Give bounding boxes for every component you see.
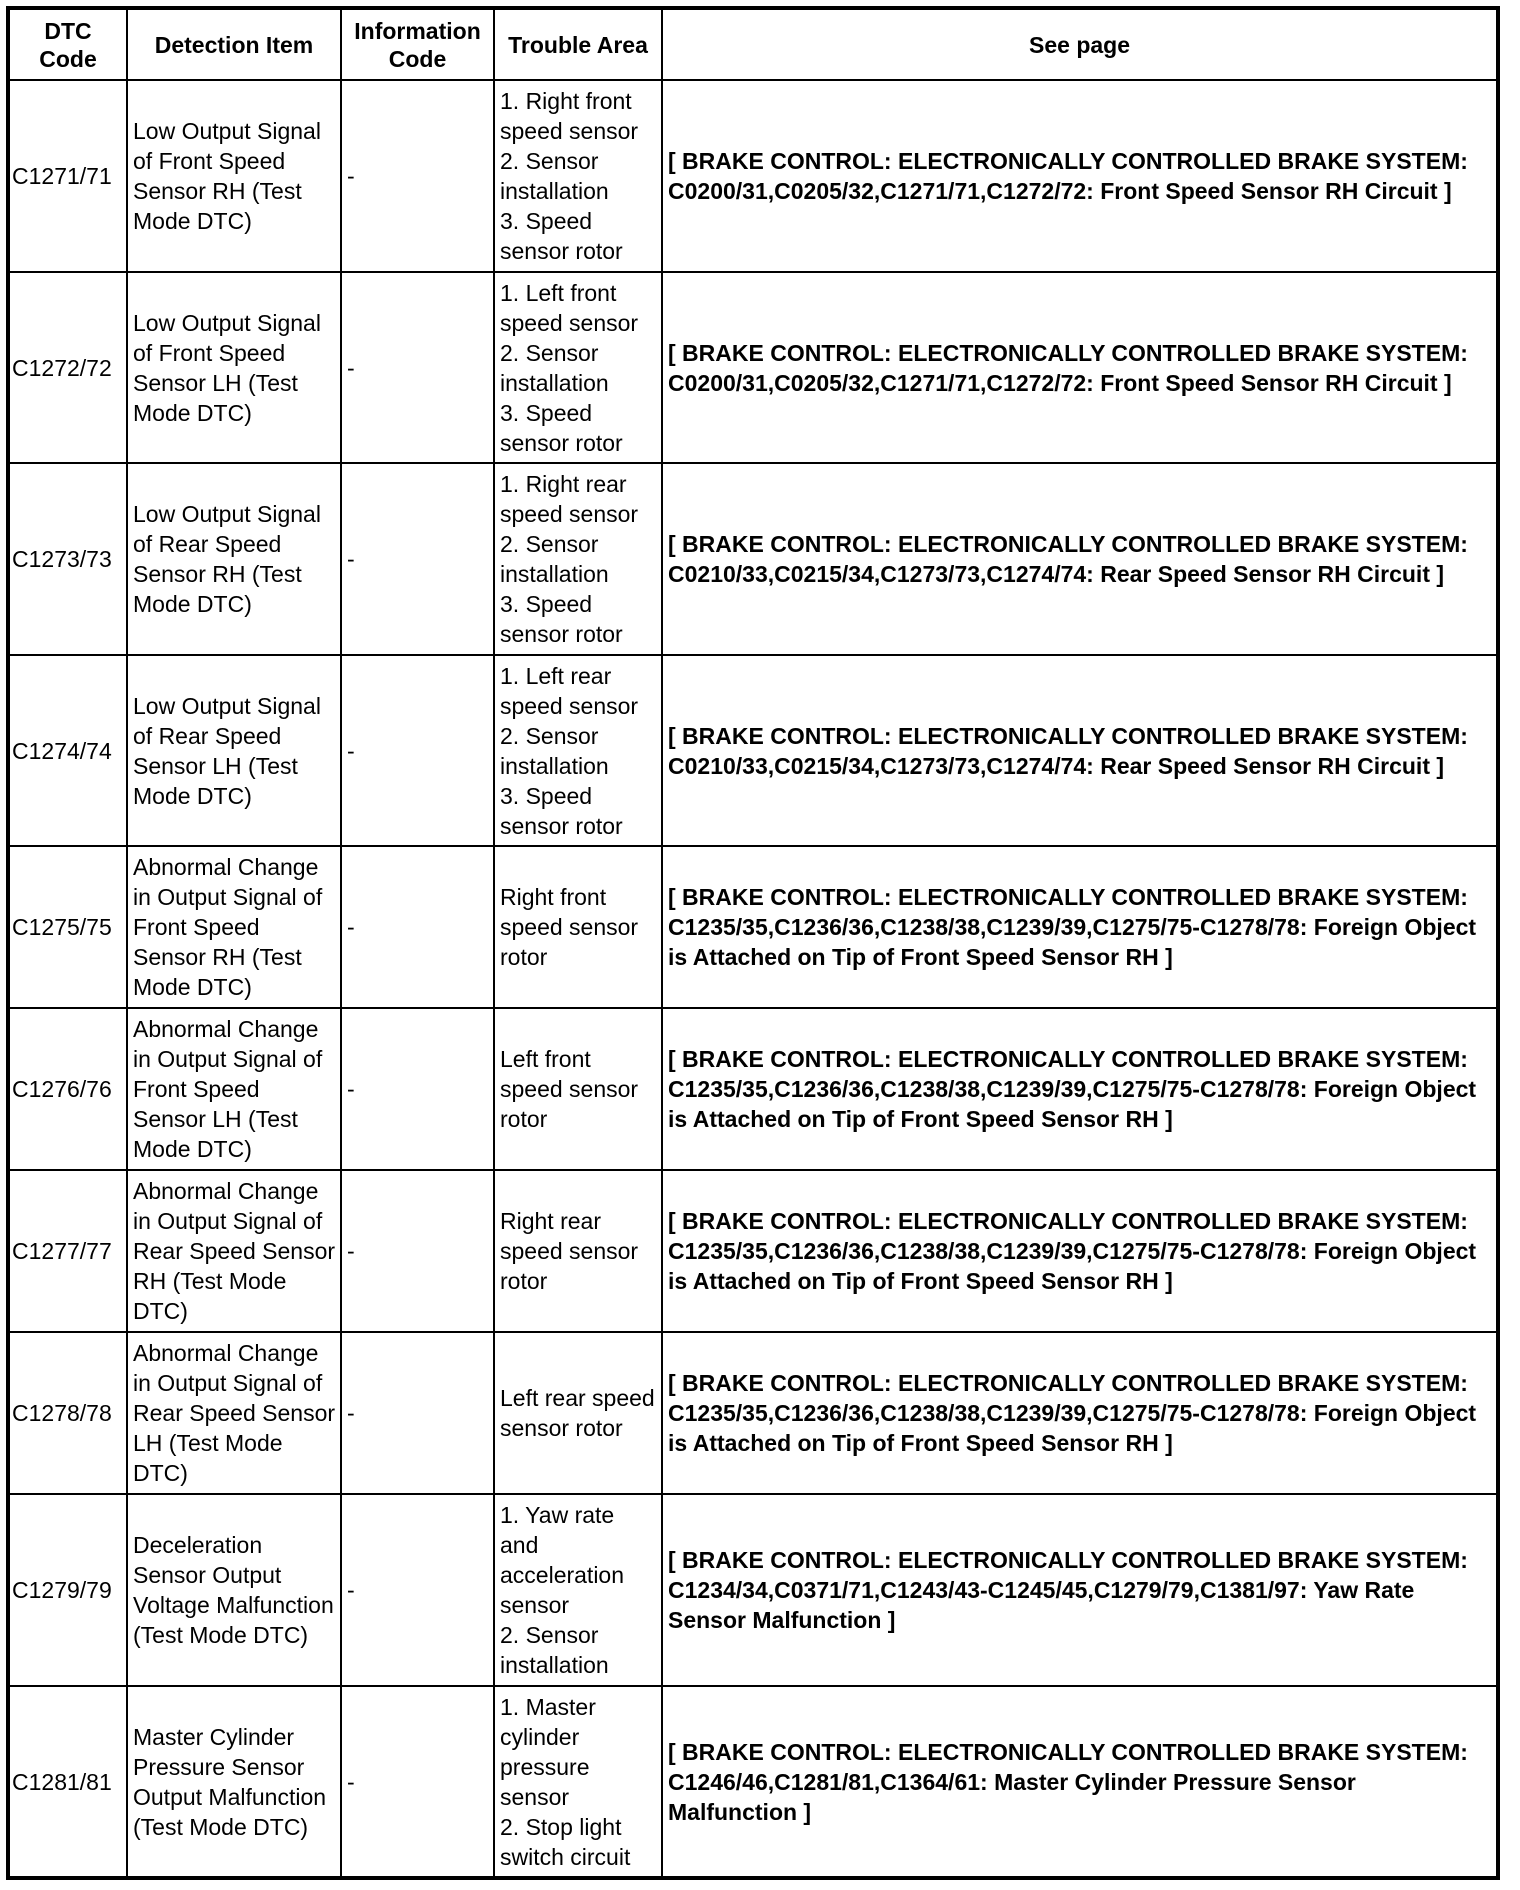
see-page-link[interactable]: [ BRAKE CONTROL: ELECTRONICALLY CONTROLL… — [661, 271, 1499, 464]
detection-item-cell: Abnormal Change in Output Signal of Fron… — [126, 845, 342, 1009]
trouble-area-cell: Left rear speed sensor rotor — [493, 1331, 663, 1495]
header-detection-item: Detection Item — [126, 7, 342, 81]
header-trouble-area: Trouble Area — [493, 7, 663, 81]
dtc-code-cell: C1278/78 — [7, 1331, 128, 1495]
trouble-area-cell: Right front speed sensor rotor — [493, 845, 663, 1009]
detection-item-cell: Abnormal Change in Output Signal of Rear… — [126, 1169, 342, 1333]
table-row: C1279/79 Deceleration Sensor Output Volta… — [7, 1493, 1499, 1687]
detection-item-cell: Low Output Signal of Front Speed Sensor … — [126, 271, 342, 464]
information-code-cell: - — [340, 462, 495, 656]
table-row: C1273/73 Low Output Signal of Rear Speed … — [7, 462, 1499, 656]
information-code-cell: - — [340, 271, 495, 464]
detection-item-cell: Low Output Signal of Rear Speed Sensor L… — [126, 654, 342, 847]
detection-item-cell: Abnormal Change in Output Signal of Fron… — [126, 1007, 342, 1171]
information-code-cell: - — [340, 845, 495, 1009]
trouble-area-cell: 1. Right front speed sensor 2. Sensor in… — [493, 79, 663, 273]
trouble-area-cell: Right rear speed sensor rotor — [493, 1169, 663, 1333]
see-page-link[interactable]: [ BRAKE CONTROL: ELECTRONICALLY CONTROLL… — [661, 79, 1499, 273]
see-page-link[interactable]: [ BRAKE CONTROL: ELECTRONICALLY CONTROLL… — [661, 1169, 1499, 1333]
detection-item-cell: Low Output Signal of Front Speed Sensor … — [126, 79, 342, 273]
detection-item-cell: Low Output Signal of Rear Speed Sensor R… — [126, 462, 342, 656]
table-row: C1271/71 Low Output Signal of Front Speed… — [7, 79, 1499, 273]
header-see-page: See page — [661, 7, 1499, 81]
detection-item-cell: Master Cylinder Pressure Sensor Output M… — [126, 1685, 342, 1879]
trouble-area-cell: 1. Yaw rate and acceleration sensor 2. S… — [493, 1493, 663, 1687]
dtc-code-cell: C1273/73 — [7, 462, 128, 656]
table-header-row: DTC Code Detection Item Information Code… — [7, 7, 1499, 81]
information-code-cell: - — [340, 1169, 495, 1333]
see-page-link[interactable]: [ BRAKE CONTROL: ELECTRONICALLY CONTROLL… — [661, 1007, 1499, 1171]
information-code-cell: - — [340, 79, 495, 273]
table-row: C1278/78 Abnormal Change in Output Signal… — [7, 1331, 1499, 1495]
dtc-code-cell: C1271/71 — [7, 79, 128, 273]
dtc-code-cell: C1272/72 — [7, 271, 128, 464]
dtc-code-cell: C1275/75 — [7, 845, 128, 1009]
see-page-link[interactable]: [ BRAKE CONTROL: ELECTRONICALLY CONTROLL… — [661, 654, 1499, 847]
detection-item-cell: Deceleration Sensor Output Voltage Malfu… — [126, 1493, 342, 1687]
information-code-cell: - — [340, 654, 495, 847]
information-code-cell: - — [340, 1007, 495, 1171]
dtc-code-cell: C1281/81 — [7, 1685, 128, 1879]
trouble-area-cell: Left front speed sensor rotor — [493, 1007, 663, 1171]
dtc-code-cell: C1276/76 — [7, 1007, 128, 1171]
table-row: C1276/76 Abnormal Change in Output Signal… — [7, 1007, 1499, 1171]
table-row: C1277/77 Abnormal Change in Output Signal… — [7, 1169, 1499, 1333]
table-row: C1272/72 Low Output Signal of Front Speed… — [7, 271, 1499, 464]
trouble-area-cell: 1. Left front speed sensor 2. Sensor ins… — [493, 271, 663, 464]
see-page-link[interactable]: [ BRAKE CONTROL: ELECTRONICALLY CONTROLL… — [661, 845, 1499, 1009]
dtc-table: DTC Code Detection Item Information Code… — [6, 6, 1500, 1880]
dtc-code-cell: C1274/74 — [7, 654, 128, 847]
information-code-cell: - — [340, 1331, 495, 1495]
trouble-area-cell: 1. Right rear speed sensor 2. Sensor ins… — [493, 462, 663, 656]
table-row: C1281/81 Master Cylinder Pressure Sensor … — [7, 1685, 1499, 1879]
table-row: C1275/75 Abnormal Change in Output Signal… — [7, 845, 1499, 1009]
see-page-link[interactable]: [ BRAKE CONTROL: ELECTRONICALLY CONTROLL… — [661, 462, 1499, 656]
header-dtc-code: DTC Code — [7, 7, 128, 81]
see-page-link[interactable]: [ BRAKE CONTROL: ELECTRONICALLY CONTROLL… — [661, 1331, 1499, 1495]
dtc-code-cell: C1277/77 — [7, 1169, 128, 1333]
trouble-area-cell: 1. Left rear speed sensor 2. Sensor inst… — [493, 654, 663, 847]
trouble-area-cell: 1. Master cylinder pressure sensor 2. St… — [493, 1685, 663, 1879]
table-row: C1274/74 Low Output Signal of Rear Speed … — [7, 654, 1499, 847]
detection-item-cell: Abnormal Change in Output Signal of Rear… — [126, 1331, 342, 1495]
information-code-cell: - — [340, 1685, 495, 1879]
see-page-link[interactable]: [ BRAKE CONTROL: ELECTRONICALLY CONTROLL… — [661, 1493, 1499, 1687]
information-code-cell: - — [340, 1493, 495, 1687]
dtc-code-cell: C1279/79 — [7, 1493, 128, 1687]
see-page-link[interactable]: [ BRAKE CONTROL: ELECTRONICALLY CONTROLL… — [661, 1685, 1499, 1879]
header-information-code: Information Code — [340, 7, 495, 81]
